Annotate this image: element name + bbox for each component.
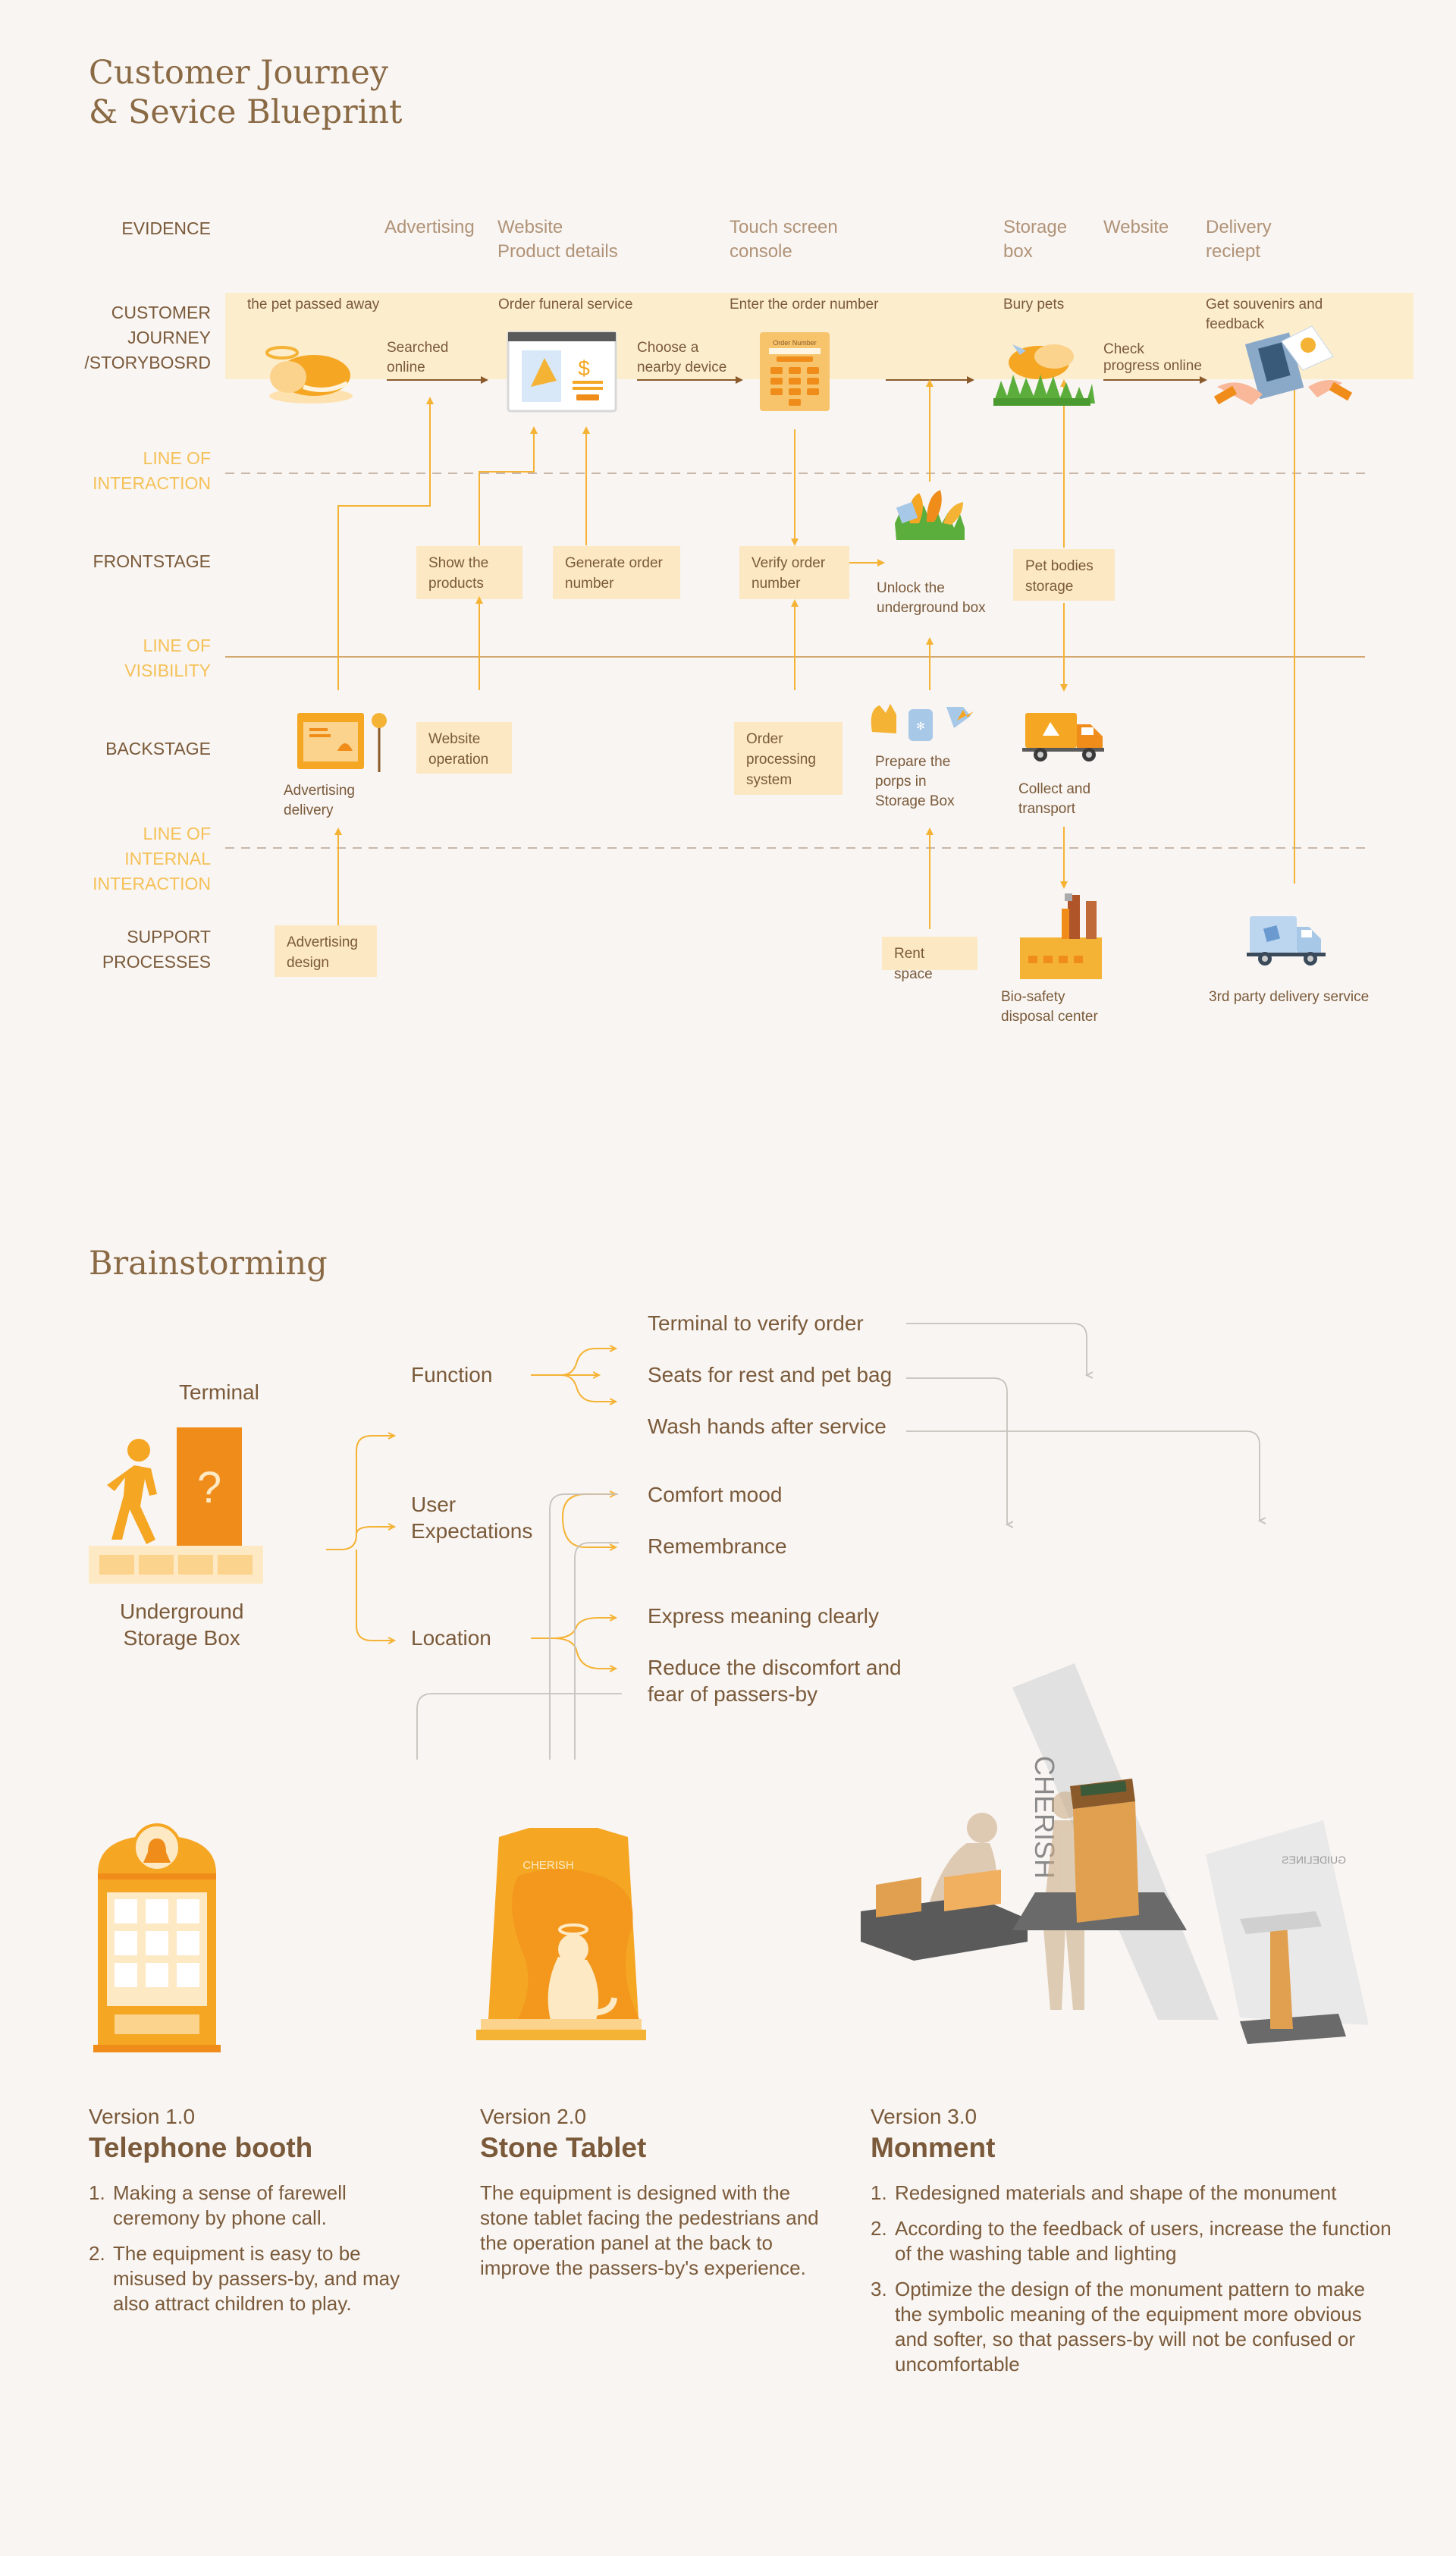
telephone-booth-icon [93,1823,221,2052]
blueprint-connectors: $ Order Number [225,325,1365,979]
caption-bio-safety: Bio-safety disposal center [1001,989,1098,1025]
list-item: 1. Making a sense of farewell ceremony by… [89,2181,347,2229]
journey-order-service: Order funeral service [498,297,633,312]
caption-unlock-box: Unlock the underground box [877,580,986,616]
svg-text:✻: ✻ [916,720,925,732]
box-order-processing: Order processing system [734,722,843,795]
version-2-description: The equipment is designed with the stone… [480,2181,819,2279]
caption-collect-transport: Collect and transport [1018,781,1091,817]
journey-searched-online: Searched online [387,340,449,375]
mm-underground-box: Underground Storage Box [120,1600,244,1650]
mm-user-expectations: User Expectations [411,1493,533,1543]
journey-enter-order: Enter the order number [730,297,879,312]
evidence-website: Website Product details [497,217,618,262]
svg-text:?: ? [197,1463,221,1512]
flowers-icon [895,490,965,540]
brace-expect [356,1527,394,1535]
mm-l1: Express meaning clearly [648,1604,880,1628]
connector-ad-to-search [337,397,434,690]
box-verify-order: Verify order number [739,546,849,599]
brainstorming-title: Brainstorming [89,1245,328,1283]
monument-render-icon: CHERISH GUIDELINES [861,1663,1369,2044]
mm-f2: Seats for rest and pet bag [648,1363,893,1386]
website-browser-icon: $ [507,331,617,413]
row-label-support: SUPPORT PROCESSES [102,927,211,972]
tablet-cherish-text: CHERISH [522,1859,574,1872]
title-line-1: Customer Journey [89,54,389,92]
mm-f1: Terminal to verify order [648,1311,864,1335]
mm-e2: Remembrance [648,1534,787,1558]
row-label-frontstage: FRONTSTAGE [93,551,211,571]
walking-person-icon [107,1439,157,1544]
page-title: Customer Journey & Sevice Blueprint [89,53,402,132]
journey-bury-pets: Bury pets [1003,297,1065,312]
evidence-website-2: Website [1103,217,1169,237]
box-pet-bodies-storage: Pet bodies storage [1013,549,1115,601]
screen-order-title: Order Number [773,339,817,347]
souvenir-hands-icon [1213,325,1353,405]
svg-text:$: $ [578,356,590,380]
caption-third-party-delivery: 3rd party delivery service [1209,989,1370,1005]
factory-icon [1020,893,1102,979]
version-3-number: Version 3.0 [871,2105,977,2128]
mm-e1: Comfort mood [648,1483,783,1506]
evidence-touch-screen: Touch screen console [730,217,838,262]
delivery-truck-icon [1022,713,1104,761]
box-advertising-design: Advertising design [275,925,377,977]
burial-grass-icon [993,344,1095,406]
version-1-name: Telephone booth [89,2132,313,2163]
mindmap-connectors [326,1323,1456,1760]
advertising-board-icon [297,713,387,772]
stone-tablet-icon: CHERISH [476,1828,646,2040]
keypad-console-icon: Order Number [760,332,830,411]
sleeping-pet-icon [265,346,353,403]
connector-show-products [479,426,538,545]
list-item: 1. Redesigned materials and shape of the … [871,2181,1337,2204]
version-1-number: Version 1.0 [89,2105,196,2128]
title-line-2: & Sevice Blueprint [89,93,403,131]
mm-location: Location [411,1626,491,1650]
version-3-card: Version 3.0 Monment 1. Redesigned materia… [871,2105,1394,2388]
evidence-delivery: Delivery reciept [1206,217,1272,262]
row-label-line-of-interaction: LINE OF INTERACTION [93,448,211,493]
journey-check-progress: Check progress online [1103,341,1202,374]
version-3-name: Monment [871,2132,996,2163]
journey-souvenirs: Get souvenirs and feedback [1206,297,1323,332]
journey-choose-device: Choose a nearby device [637,340,727,375]
row-label-backstage: BACKSTAGE [105,739,211,758]
list-item: 2. According to the feedback of users, in… [871,2217,1392,2265]
row-label-journey: CUSTOMER JOURNEY /STORYBOSRD [84,303,211,372]
row-label-line-of-visibility: LINE OF VISIBILITY [124,636,211,680]
version-2-number: Version 2.0 [480,2105,587,2128]
blue-truck-icon [1247,916,1326,966]
box-show-products: Show the products [416,546,522,599]
question-box-icon: ? [89,1427,263,1584]
box-rent-space: Rent space [882,937,977,982]
row-label-evidence: EVIDENCE [121,218,211,238]
list-item: 3. Optimize the design of the monument pa… [871,2278,1366,2375]
mm-terminal-label: Terminal [179,1380,259,1404]
guidelines-text: GUIDELINES [1282,1854,1346,1866]
mm-f3: Wash hands after service [648,1415,886,1438]
journey-pet-passed: the pet passed away [247,297,380,312]
version-2-name: Stone Tablet [480,2132,647,2163]
evidence-storage-box: Storage box [1003,217,1068,262]
mm-l2: Reduce the discomfort and fear of passer… [648,1656,902,1706]
box-website-operation: Website operation [416,722,512,774]
version-1-card: Version 1.0 Telephone booth 1. Making a s… [89,2105,430,2327]
version-2-card: Version 2.0 Stone Tablet The equipment i… [480,2105,825,2281]
caption-advertising-delivery: Advertising delivery [284,783,355,818]
box-generate-order: Generate order number [553,546,680,599]
mm-function: Function [411,1363,493,1386]
caption-prepare-props: Prepare the porps in Storage Box [875,754,955,809]
list-item: 2. The equipment is easy to be misused by… [89,2242,400,2315]
evidence-advertising: Advertising [384,217,475,237]
version-1-points: 1. Making a sense of farewell ceremony by… [89,2181,430,2316]
version-3-points: 1. Redesigned materials and shape of the … [871,2181,1394,2377]
row-label-line-of-internal-interaction: LINE OF INTERNAL INTERACTION [93,824,211,893]
props-icon: ✻ [871,704,974,741]
